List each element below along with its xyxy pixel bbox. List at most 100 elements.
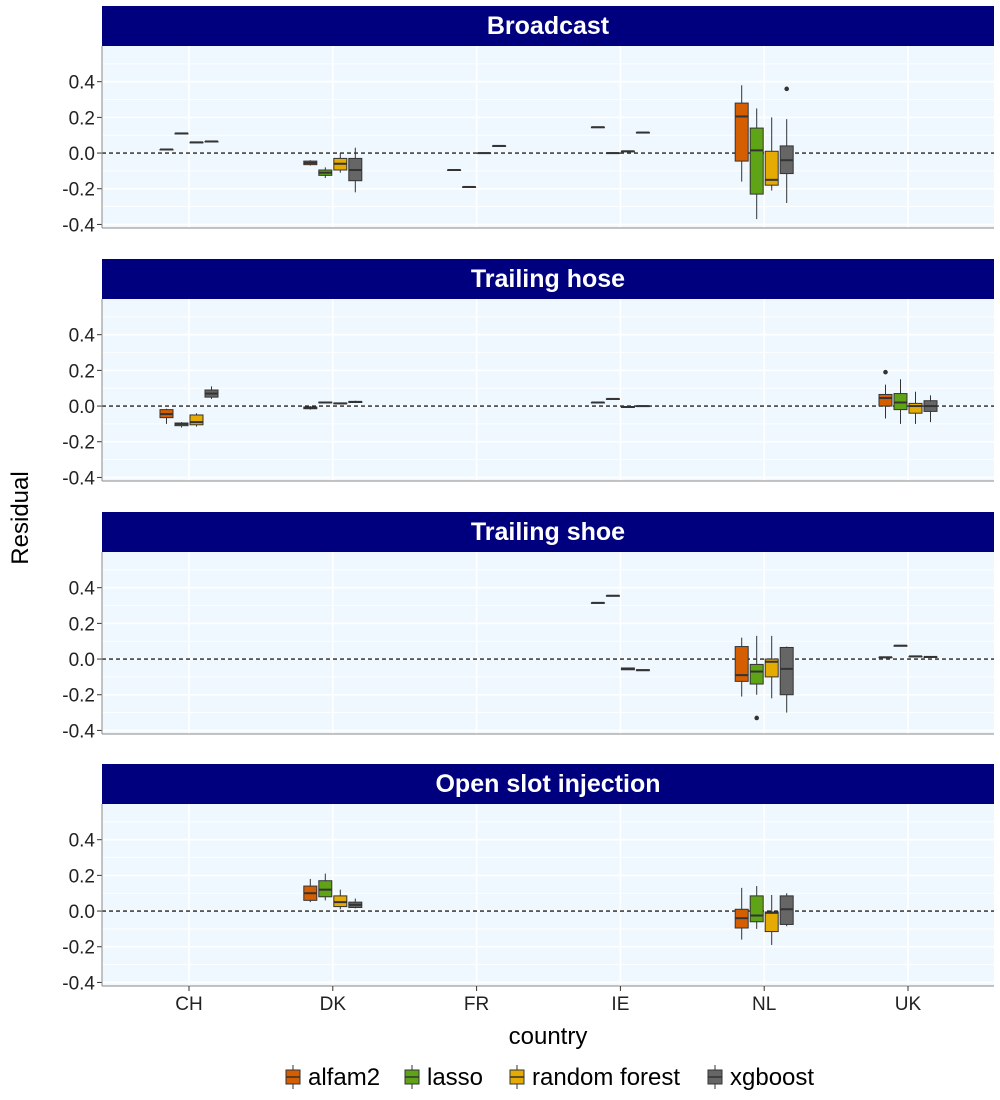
y-tick-label: -0.2 (62, 938, 95, 959)
y-tick-label: -0.2 (62, 180, 95, 201)
box-xgboost (635, 405, 650, 408)
facet-strip-title: Trailing hose (471, 265, 625, 293)
facet-strip-title: Open slot injection (435, 770, 660, 798)
box-lasso (318, 401, 333, 404)
facet-panel: Open slot injection -0.4 -0.2 0.0 0.2 0.4 (62, 764, 994, 994)
box-outlier (754, 715, 759, 721)
box-lasso (749, 886, 764, 929)
box-xgboost (779, 893, 794, 927)
box-lasso (174, 422, 189, 428)
facet-panel: Trailing shoe -0.4 -0.2 0.0 0.2 0.4 (62, 512, 994, 742)
box-body (734, 102, 749, 162)
box-xgboost (348, 147, 363, 193)
y-tick-label: 0.4 (69, 326, 96, 347)
x-tick-label: DK (320, 994, 347, 1015)
box-body (878, 393, 893, 407)
y-tick-label: -0.2 (62, 686, 95, 707)
box-random-forest (189, 413, 204, 427)
y-tick-label: 0.0 (69, 650, 95, 671)
box-random-forest (908, 655, 923, 658)
box-alfam2 (878, 656, 893, 659)
panel-background (102, 804, 994, 986)
legend-item: xgboost (707, 1064, 814, 1091)
legend-label: random forest (532, 1064, 680, 1091)
box-random-forest (189, 141, 204, 144)
facet-strip (102, 259, 994, 299)
box-xgboost (923, 655, 938, 658)
box-body (779, 646, 794, 696)
x-tick-label: NL (752, 994, 776, 1015)
box-xgboost (348, 400, 363, 403)
y-tick-label: -0.4 (62, 721, 95, 742)
box-body (908, 402, 923, 414)
box-lasso (174, 132, 189, 135)
box-random-forest (620, 405, 635, 408)
box-alfam2 (303, 878, 318, 903)
legend-label: xgboost (730, 1064, 814, 1091)
box-lasso (318, 873, 333, 901)
y-tick-label: 0.0 (69, 902, 95, 923)
legend-label: alfam2 (308, 1064, 380, 1091)
box-body (749, 663, 764, 685)
box-random-forest (908, 391, 923, 424)
box-body (189, 414, 204, 426)
box-lasso (749, 635, 764, 721)
box-lasso (462, 185, 477, 188)
panel-background (102, 299, 994, 481)
panel-background (102, 46, 994, 228)
box-random-forest (764, 635, 779, 699)
box-body (749, 127, 764, 195)
box-lasso (749, 108, 764, 220)
box-alfam2 (734, 85, 749, 182)
y-tick-label: 0.2 (69, 866, 95, 887)
box-xgboost (204, 386, 219, 399)
box-alfam2 (303, 406, 318, 410)
box-xgboost (923, 395, 938, 423)
facet-strip (102, 512, 994, 552)
box-alfam2 (303, 160, 318, 166)
facet-strip (102, 764, 994, 804)
facet-strip-title: Trailing shoe (471, 518, 625, 546)
box-alfam2 (159, 408, 174, 424)
box-lasso (605, 152, 620, 155)
legend-item: lasso (404, 1064, 483, 1091)
box-random-forest (764, 895, 779, 945)
facet-strip-title: Broadcast (487, 12, 610, 40)
box-random-forest (333, 153, 348, 173)
box-random-forest (764, 117, 779, 191)
y-tick-label: 0.2 (69, 108, 95, 129)
box-alfam2 (447, 169, 462, 172)
box-xgboost (779, 86, 794, 204)
panel-background (102, 552, 994, 734)
box-body (764, 911, 779, 933)
box-xgboost (635, 669, 650, 672)
y-tick-label: -0.4 (62, 468, 95, 489)
y-tick-label: -0.4 (62, 973, 95, 994)
y-tick-label: 0.4 (69, 73, 96, 94)
box-xgboost (779, 646, 794, 713)
y-tick-label: 0.0 (69, 144, 95, 165)
box-xgboost (635, 131, 650, 134)
box-outlier (784, 86, 789, 92)
y-tick-label: -0.4 (62, 215, 95, 236)
y-tick-label: 0.0 (69, 397, 95, 418)
box-alfam2 (590, 126, 605, 129)
box-xgboost (204, 140, 219, 143)
x-tick-label: IE (611, 994, 629, 1015)
box-body (764, 658, 779, 678)
box-random-forest (333, 889, 348, 910)
box-lasso (605, 594, 620, 597)
x-tick-label: UK (895, 994, 922, 1015)
facet-panel: Trailing hose -0.4 -0.2 0.0 0.2 0.4 (62, 259, 994, 489)
box-random-forest (620, 150, 635, 153)
y-axis-title: Residual (7, 471, 34, 564)
box-lasso (893, 379, 908, 424)
box-alfam2 (159, 148, 174, 151)
x-axis-title: country (509, 1023, 588, 1050)
x-tick-label: CH (175, 994, 202, 1015)
box-alfam2 (590, 401, 605, 404)
box-lasso (318, 167, 333, 179)
facet-panel: Broadcast -0.4 -0.2 0.0 0.2 0.4 (62, 6, 994, 236)
legend-item: random forest (509, 1064, 680, 1091)
